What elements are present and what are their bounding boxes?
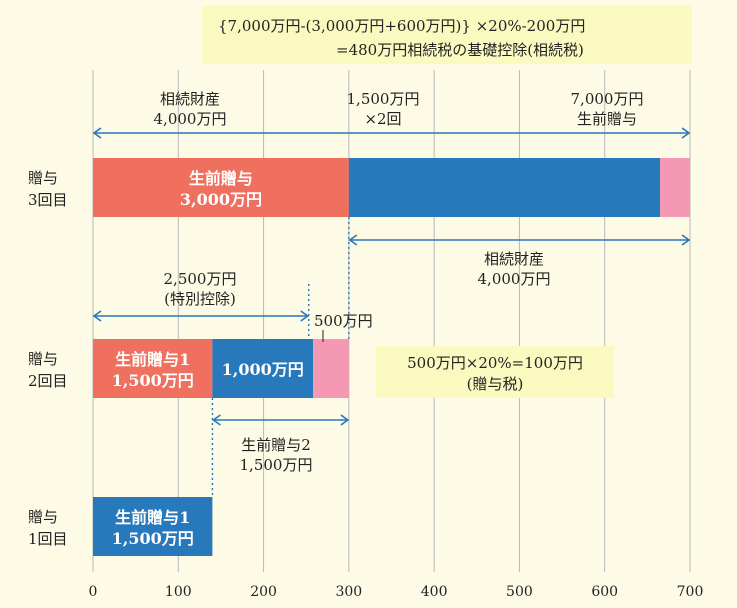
- x-axis-ticks: 0 100 200 300 400 500 600 700: [89, 584, 704, 600]
- row-label: 贈与: [28, 508, 58, 526]
- formula-line-2: =480万円相続税の基礎控除(相続税): [336, 41, 584, 59]
- arrow-head: [681, 127, 691, 139]
- annot-inherit-2: 4,000万円: [478, 270, 551, 288]
- x-tick-label: 600: [591, 584, 618, 600]
- annot-gift-tax-1: 500万円×20%=100万円: [407, 354, 583, 372]
- bar-segment: [212, 339, 314, 398]
- bar-label: 生前贈与1: [115, 350, 190, 369]
- x-tick-label: 200: [250, 584, 277, 600]
- row-label: 1回目: [28, 530, 68, 548]
- row-label: 贈与: [28, 169, 58, 187]
- x-tick-label: 700: [677, 584, 704, 600]
- annot-gift-tax-2: (贈与税): [467, 375, 524, 393]
- x-tick-label: 100: [165, 584, 192, 600]
- annot-gift2-1: 生前贈与2: [241, 436, 311, 454]
- annot-special-1: 2,500万円: [164, 270, 237, 288]
- gift-tax-box: [376, 346, 614, 398]
- bar-label: 生前贈与: [189, 169, 253, 188]
- annot-top-left-1: 相続財産: [160, 90, 220, 108]
- formula-line-1: {7,000万円-(3,000万円+600万円)} ×20%-200万円: [218, 17, 585, 35]
- annot-top-right-1: 7,000万円: [571, 90, 644, 108]
- formula-box: [202, 6, 692, 64]
- bars: 贈与3回目生前贈与3,000万円贈与2回目生前贈与11,500万円1,000万円…: [28, 158, 690, 556]
- bar-segment: [93, 497, 213, 556]
- arrow-head: [92, 127, 102, 139]
- bar-segment: [660, 158, 690, 217]
- bar-label: 3,000万円: [180, 190, 262, 209]
- annot-top-mid-1: 1,500万円: [347, 90, 420, 108]
- row-label: 3回目: [28, 191, 68, 209]
- x-tick-label: 0: [89, 584, 98, 600]
- bar-segment: [313, 339, 349, 398]
- row-label: 贈与: [28, 350, 58, 368]
- annot-top-left-2: 4,000万円: [154, 110, 227, 128]
- bar-segment: [93, 158, 349, 217]
- arrow-head: [212, 414, 221, 426]
- arrow-head: [348, 234, 358, 246]
- arrow-head: [340, 414, 350, 426]
- annot-gift2-2: 1,500万円: [240, 456, 313, 474]
- bar-label: 1,000万円: [222, 360, 304, 379]
- annot-top-mid-2: ×2回: [364, 110, 401, 128]
- x-tick-label: 300: [335, 584, 362, 600]
- bar-segment: [348, 158, 661, 217]
- bar-segment: [93, 339, 213, 398]
- annot-special-2: (特別控除): [164, 290, 236, 308]
- x-tick-label: 400: [421, 584, 448, 600]
- arrow-head: [92, 310, 102, 322]
- bar-label: 生前贈与1: [115, 508, 190, 527]
- arrow-head: [300, 310, 310, 322]
- arrow-head: [681, 234, 691, 246]
- annot-top-right-2: 生前贈与: [577, 110, 637, 128]
- annot-inherit-1: 相続財産: [484, 250, 544, 268]
- bar-label: 1,500万円: [112, 371, 194, 390]
- row-label: 2回目: [28, 372, 68, 390]
- annot-five-hundred: 500万円: [314, 312, 373, 330]
- arrows: [92, 127, 691, 497]
- grid-lines: [92, 70, 691, 572]
- bar-label: 1,500万円: [112, 529, 194, 548]
- x-tick-label: 500: [506, 584, 533, 600]
